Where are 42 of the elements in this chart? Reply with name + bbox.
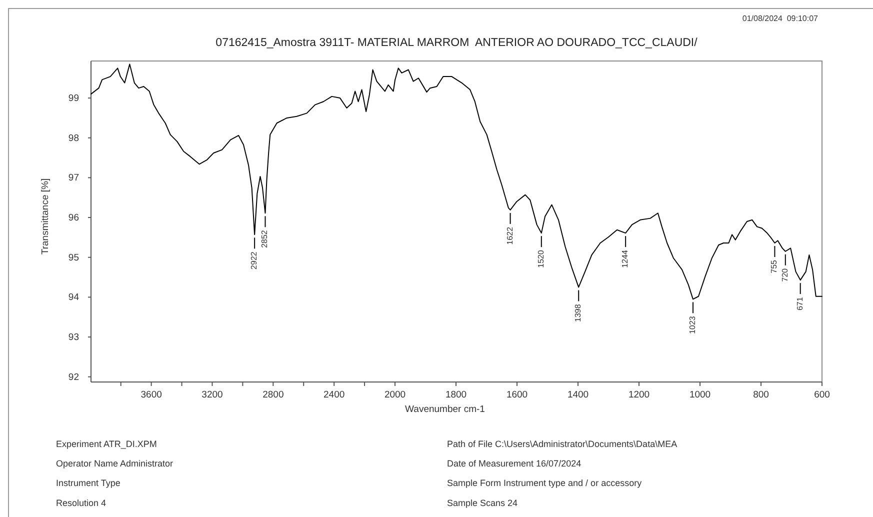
text: 07162415_Amostra 3911T- MATERIAL MARROM ANTERIOR AO DOURADO_TCC_CLAUDI/ (216, 37, 698, 49)
text: Instrument Type (56, 478, 120, 488)
y-tick-label: 92 (68, 372, 79, 383)
annotation: 720 (780, 268, 790, 282)
y-tick-label: 96 (68, 212, 79, 224)
annotation: 755 (770, 259, 779, 274)
text: Date of Measurement 16/07/2024 (447, 458, 582, 469)
y-tick-label: 93 (68, 332, 79, 344)
x-tick-label: 2400 (324, 390, 345, 401)
y-tick-label: 94 (68, 292, 79, 304)
x-tick-label: 1600 (506, 390, 528, 401)
text: 01/08/2024 09:10:07 (742, 14, 819, 23)
annotation: 1398 (574, 304, 583, 322)
y-tick-label: 98 (68, 132, 79, 144)
text: Operator Name Administrator (56, 458, 174, 469)
text: Experiment ATR_DI.XPM (56, 439, 157, 449)
x-tick-label: 1800 (445, 390, 467, 401)
annotation: 1622 (505, 226, 514, 245)
text: Path of File C:\Users\Administrator\Documents\Data\MEA (447, 439, 678, 449)
text: Sample Form Instrument type and / or accessory (447, 478, 642, 488)
annotation: 1520 (536, 250, 546, 268)
text: Sample Scans 24 (447, 498, 518, 508)
annotation: 2852 (260, 230, 270, 248)
x-tick-label: 1200 (628, 390, 650, 401)
annotation: 671 (795, 296, 804, 310)
x-tick-label: 1000 (689, 390, 711, 401)
x-tick-label: 800 (753, 390, 769, 401)
x-tick-label: 3200 (202, 390, 223, 401)
y-tick-label: 99 (68, 93, 79, 104)
y-tick-label: 95 (68, 252, 79, 264)
x-tick-label: 2800 (262, 390, 284, 401)
text: Resolution 4 (56, 498, 106, 508)
y-axis-title: Transmittance [%] (40, 178, 51, 255)
x-tick-label: 600 (814, 390, 830, 401)
x-axis-title: Wavenumber cm-1 (405, 404, 485, 415)
y-tick-label: 97 (68, 172, 79, 184)
x-tick-label: 1400 (567, 390, 589, 401)
x-tick-label: 3600 (140, 390, 162, 401)
annotation: 1023 (688, 316, 698, 334)
annotation: 1244 (620, 250, 630, 268)
annotation: 2922 (250, 251, 259, 270)
x-tick-label: 2000 (384, 390, 406, 401)
